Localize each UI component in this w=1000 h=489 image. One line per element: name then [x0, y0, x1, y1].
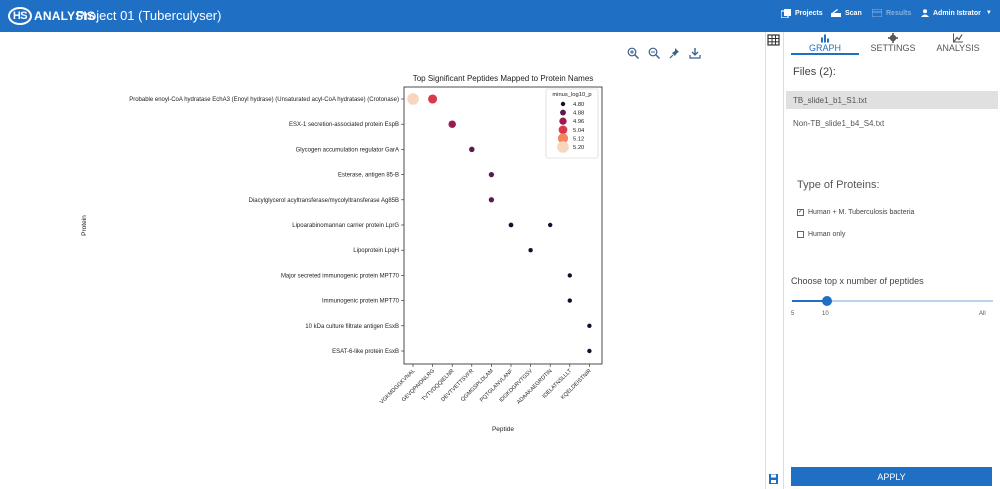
x-axis-label: Peptide [492, 426, 514, 433]
logo-mark: HS [8, 7, 32, 25]
save-icon[interactable] [767, 473, 780, 485]
data-point [428, 94, 438, 104]
y-tick-label: ESX-1 secretion-associated protein EspB [289, 122, 399, 128]
data-point [488, 171, 495, 178]
y-tick-label: ESAT-6-like protein EsxB [332, 349, 399, 355]
peptide-slider-fill [792, 300, 827, 302]
legend-marker [557, 133, 569, 144]
data-point [567, 298, 572, 303]
checkbox-human-tb[interactable]: ✓ Human + M. Tuberculosis bacteria [797, 209, 914, 216]
peptide-slider-track[interactable] [792, 300, 993, 302]
bar-chart-icon [821, 34, 829, 43]
legend-marker [558, 125, 568, 135]
pin-icon[interactable] [669, 47, 681, 59]
legend-label: 4.80 [573, 102, 584, 108]
scan-icon [831, 9, 841, 17]
projects-icon [781, 9, 791, 18]
data-point [488, 197, 495, 203]
data-point [528, 248, 533, 253]
table-icon[interactable] [767, 34, 780, 46]
data-point [407, 93, 419, 105]
y-axis-label: Protein [81, 215, 88, 236]
panel-divider [765, 32, 766, 489]
chart-title: Top Significant Peptides Mapped to Prote… [413, 74, 594, 83]
legend-label: 4.88 [573, 111, 584, 117]
slider-value-label: 10 [822, 311, 829, 317]
chevron-down-icon: ▼ [985, 10, 992, 16]
y-tick-label: Major secreted immunogenic protein MPT70 [281, 273, 400, 279]
tab-analysis[interactable]: ANALYSIS [924, 33, 992, 55]
data-point [587, 323, 592, 328]
app-logo[interactable]: HS ANALYSIS [8, 7, 95, 25]
tab-graph-label: GRAPH [808, 43, 841, 53]
nav-results[interactable]: Results [872, 9, 911, 17]
y-tick-label: Lipoarabinomannan carrier protein LprG [292, 223, 399, 229]
peptide-scatter-chart: Top Significant Peptides Mapped to Prote… [81, 74, 603, 433]
y-tick-label: Glycogen accumulation regulator GarA [296, 147, 399, 153]
gear-icon [888, 33, 898, 43]
nav-projects-label: Projects [795, 10, 823, 17]
tab-settings[interactable]: SETTINGS [859, 33, 927, 55]
checkbox-human-only-label: Human only [808, 231, 846, 238]
apply-button[interactable]: APPLY [791, 467, 992, 486]
sidebar-divider [783, 32, 784, 489]
nav-scan-label: Scan [845, 9, 862, 17]
nav-scan[interactable]: Scan [831, 9, 862, 17]
legend-marker [557, 141, 569, 153]
top-bar: HS ANALYSIS Project 01 (Tuberculyser) Pr… [0, 0, 1000, 32]
y-tick-label: 10 kDa culture filtrate antigen EsxB [305, 324, 399, 330]
files-title: Files (2): [793, 66, 836, 78]
data-point [469, 146, 475, 153]
line-chart-icon [953, 33, 963, 43]
checkbox-human-only[interactable]: Human only [797, 231, 845, 238]
data-point [567, 273, 572, 278]
user-icon [921, 9, 929, 17]
nav-user-label: Admin Istrator [933, 9, 981, 17]
slider-min-label: 5 [791, 311, 795, 317]
protein-type-title: Type of Proteins: [797, 179, 880, 191]
legend-box [545, 88, 599, 159]
file-item[interactable]: Non-TB_slide1_b4_S4.txt [793, 119, 885, 128]
x-tick-label: ADAAKAEGRDTIN [516, 368, 554, 406]
project-title: Project 01 (Tuberculyser) [76, 8, 222, 23]
tab-settings-label: SETTINGS [870, 43, 916, 53]
legend-marker [559, 117, 567, 125]
checkbox-human-tb-label: Human + M. Tuberculosis bacteria [808, 209, 915, 216]
data-point [448, 120, 456, 128]
legend-label: 5.12 [573, 136, 584, 142]
nav-results-label: Results [886, 9, 912, 17]
nav-user-menu[interactable]: Admin Istrator ▼ [921, 9, 992, 17]
legend-marker [560, 109, 566, 116]
tab-analysis-label: ANALYSIS [936, 43, 980, 53]
x-tick-label: VGKMDGGKVNAL [379, 368, 416, 405]
checkbox-unchecked-icon[interactable] [797, 231, 804, 238]
results-icon [872, 9, 882, 17]
y-tick-label: Diacylglycerol acyltransferase/mycolyltr… [249, 198, 399, 204]
data-point [508, 222, 514, 228]
legend-marker [560, 101, 566, 107]
slider-max-label: All [979, 311, 986, 317]
peptide-count-label: Choose top x number of peptides [791, 276, 924, 286]
legend-label: 5.04 [573, 128, 585, 134]
checkbox-checked-icon[interactable]: ✓ [797, 209, 804, 216]
y-tick-label: Lipoprotein LpqH [353, 248, 399, 254]
y-tick-label: Immunogenic protein MPT70 [322, 299, 400, 305]
zoom-out-icon[interactable] [648, 47, 660, 59]
plot-frame [403, 86, 603, 365]
nav-projects[interactable]: Projects [781, 9, 823, 18]
data-point [587, 348, 592, 354]
download-icon[interactable] [689, 47, 701, 59]
tab-graph[interactable]: GRAPH [791, 33, 859, 55]
peptide-slider-handle[interactable] [822, 296, 832, 306]
zoom-in-icon[interactable] [627, 47, 639, 59]
legend-label: 4.96 [573, 119, 584, 125]
logo-text: ANALYSIS [34, 9, 96, 23]
file-item[interactable]: TB_slide1_b1_S1.txt [786, 91, 998, 109]
y-tick-label: Esterase, antigen 85-B [338, 173, 399, 179]
y-tick-label: Probable enoyl-CoA hydratase EchA3 (Enoy… [129, 97, 399, 103]
legend-label: 5.20 [573, 145, 584, 151]
legend-title: minus_log10_p [552, 92, 591, 98]
data-point [548, 222, 553, 228]
